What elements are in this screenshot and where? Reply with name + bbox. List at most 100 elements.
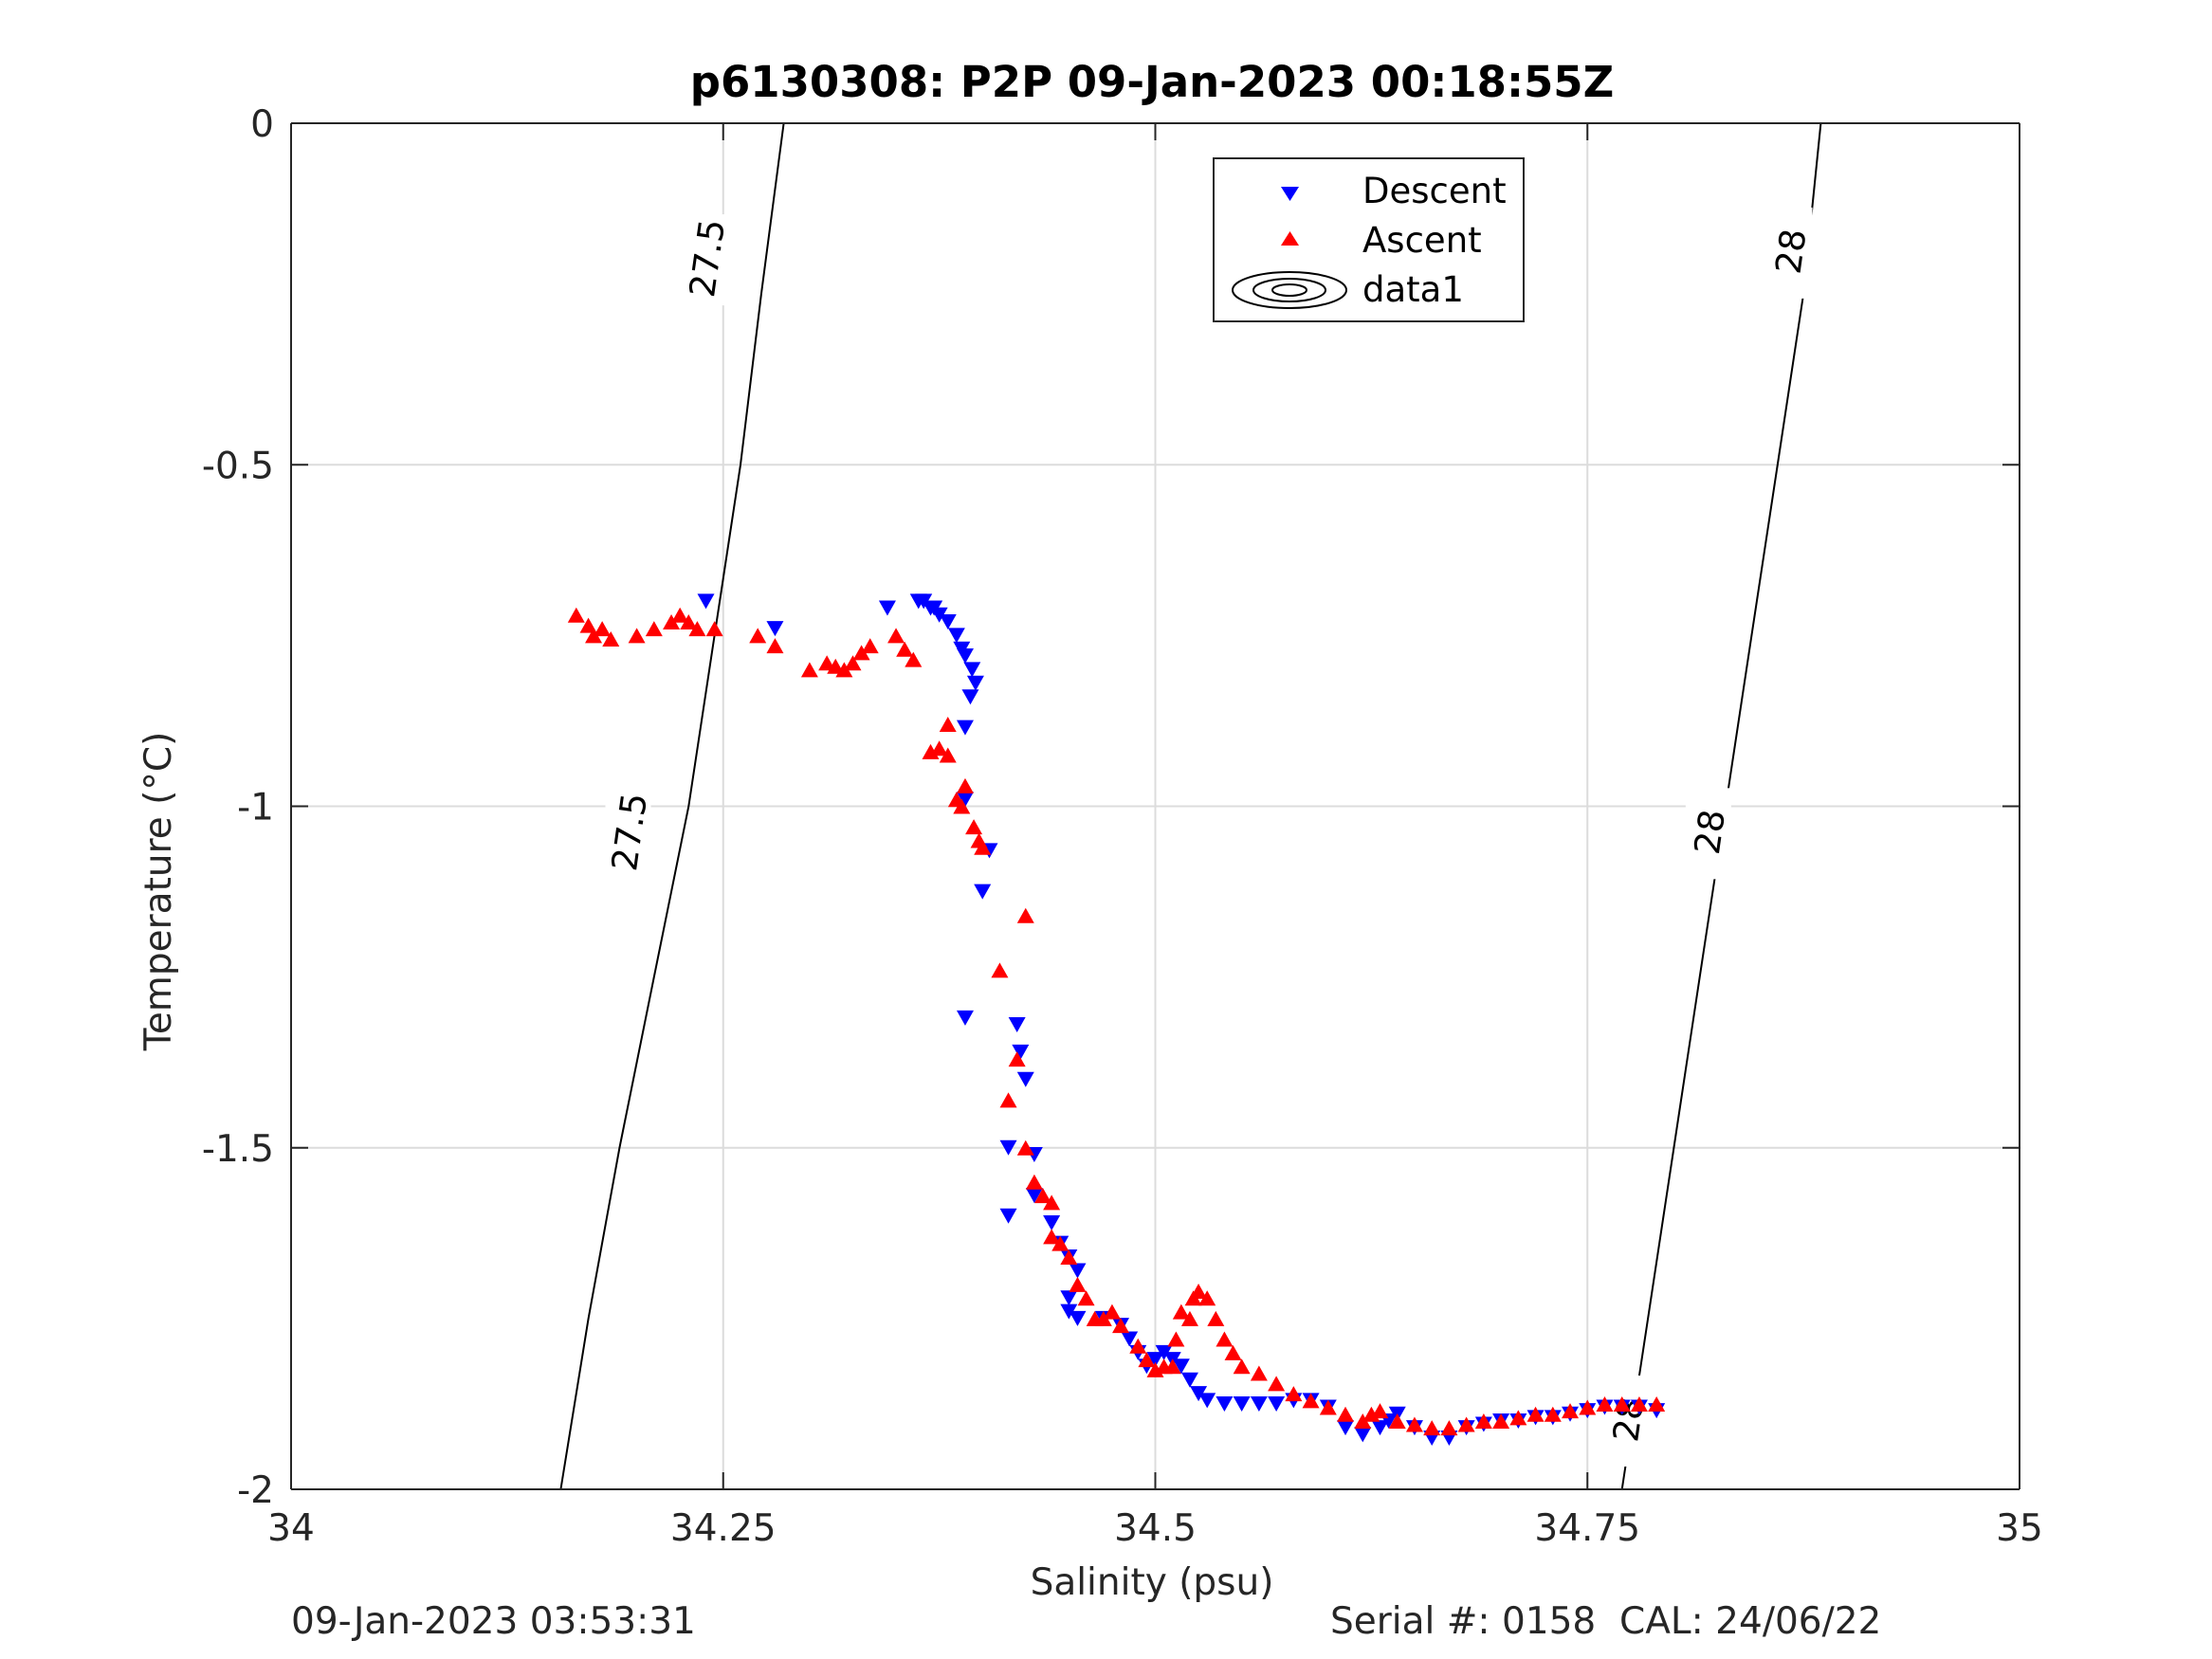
ascent-point xyxy=(1250,1365,1268,1381)
descent-point xyxy=(1060,1304,1078,1320)
legend: Descent Ascent data1 xyxy=(1213,157,1525,322)
descent-point xyxy=(766,621,784,637)
ascent-point xyxy=(939,717,957,733)
ascent-point xyxy=(991,962,1009,978)
axes: 34 34.25 34.5 34.75 35 0 -0.5 -1 -1.5 -2 xyxy=(202,103,2043,1550)
ascent-point xyxy=(1163,1358,1181,1375)
contour-label: 28 xyxy=(1768,227,1815,277)
footer-serial-cal: Serial #: 0158 CAL: 24/06/22 xyxy=(1330,1600,1882,1643)
y-tick-label: -1 xyxy=(237,787,274,830)
ascent-point xyxy=(974,839,992,855)
ascent-point xyxy=(953,798,971,814)
contour-label-bg xyxy=(683,214,729,306)
descent-point xyxy=(1198,1393,1216,1409)
ascent-point xyxy=(1405,1416,1423,1432)
descent-point xyxy=(1069,1310,1087,1326)
ascent-point xyxy=(1630,1395,1648,1412)
descent-point xyxy=(1180,1372,1198,1388)
descent-point xyxy=(1233,1395,1251,1412)
ascent-point xyxy=(1526,1406,1545,1422)
ascent-point xyxy=(1103,1304,1121,1320)
ascent-point xyxy=(1034,1188,1052,1204)
descent-point xyxy=(1155,1344,1173,1360)
ascent-point xyxy=(1198,1290,1216,1306)
y-tick-label: -0.5 xyxy=(202,445,274,487)
ascent-point xyxy=(1388,1413,1406,1429)
ascent-point xyxy=(1457,1416,1475,1432)
ascent-point xyxy=(861,638,879,654)
ascent-point xyxy=(1562,1403,1580,1419)
descent-point xyxy=(1337,1420,1355,1436)
descent-point xyxy=(999,1139,1017,1156)
legend-ascent-marker xyxy=(1281,231,1299,246)
ascent-point xyxy=(1069,1276,1087,1292)
descent-point xyxy=(939,613,957,629)
legend-ascent-label: Ascent xyxy=(1362,220,1482,261)
ascent-point xyxy=(1371,1403,1389,1419)
ascent-point xyxy=(930,740,948,757)
contour-label-bg xyxy=(1604,1375,1651,1467)
ascent-point xyxy=(1285,1386,1303,1402)
descent-point xyxy=(930,607,948,623)
ascent-point xyxy=(905,651,923,667)
ascent-point xyxy=(1579,1399,1597,1415)
x-tick-label: 34.5 xyxy=(1114,1507,1197,1550)
descent-point xyxy=(1354,1427,1372,1443)
descent-point xyxy=(1146,1352,1164,1368)
ascent-point xyxy=(1129,1338,1147,1354)
descent-point xyxy=(956,720,974,736)
ascent-point xyxy=(579,617,597,633)
ascent-point xyxy=(1233,1358,1251,1375)
descent-point xyxy=(697,593,715,610)
descent-point xyxy=(1069,1263,1087,1279)
y-tick-label: -1.5 xyxy=(202,1128,274,1171)
ascent-point xyxy=(887,628,905,644)
contour-label-bg xyxy=(1766,207,1813,299)
ascent-point xyxy=(1492,1413,1510,1429)
ascent-point xyxy=(1043,1229,1061,1245)
density-contour-line xyxy=(559,122,785,1490)
ascent-point xyxy=(1354,1413,1372,1429)
ascent-point xyxy=(1544,1406,1562,1422)
ascent-point xyxy=(999,1092,1017,1108)
descent-point xyxy=(1268,1395,1286,1412)
grid xyxy=(290,122,2020,1490)
descent-point xyxy=(961,689,979,705)
ascent-point xyxy=(1025,1174,1043,1190)
ascent-point xyxy=(602,630,620,647)
ascent-point xyxy=(1060,1249,1078,1266)
ascent-point xyxy=(1440,1420,1458,1436)
ascent-point xyxy=(1180,1310,1198,1326)
ascent-point xyxy=(800,662,818,678)
descent-point xyxy=(956,647,974,664)
ascent-point xyxy=(1138,1352,1156,1368)
descent-point xyxy=(878,600,896,616)
ascent-point xyxy=(1008,1051,1026,1067)
descent-point xyxy=(956,792,974,808)
descent-point xyxy=(956,1010,974,1026)
ascent-point xyxy=(1319,1399,1337,1415)
ascent-point xyxy=(1337,1406,1355,1422)
legend-data1-label: data1 xyxy=(1362,269,1464,310)
x-tick-label: 34.75 xyxy=(1534,1507,1640,1550)
contour-label-bg xyxy=(1685,788,1731,880)
ascent-point xyxy=(749,628,767,644)
ascent-point xyxy=(1167,1331,1185,1347)
descent-point xyxy=(1190,1386,1208,1402)
legend-box xyxy=(1213,157,1525,322)
descent-point xyxy=(947,628,965,644)
contour-label-bg xyxy=(605,788,651,880)
legend-descent-marker xyxy=(1281,187,1299,201)
descent-point xyxy=(1121,1331,1139,1347)
ascent-point xyxy=(1207,1310,1225,1326)
ascent-point xyxy=(1077,1290,1095,1306)
x-tick-label: 35 xyxy=(1996,1507,2043,1550)
ascent-point xyxy=(1302,1393,1320,1409)
ascent-point xyxy=(835,662,853,678)
ascent-point xyxy=(1016,1139,1034,1156)
y-tick-label: 0 xyxy=(250,103,274,146)
ascent-point xyxy=(628,628,646,644)
ascent-point xyxy=(688,621,706,637)
